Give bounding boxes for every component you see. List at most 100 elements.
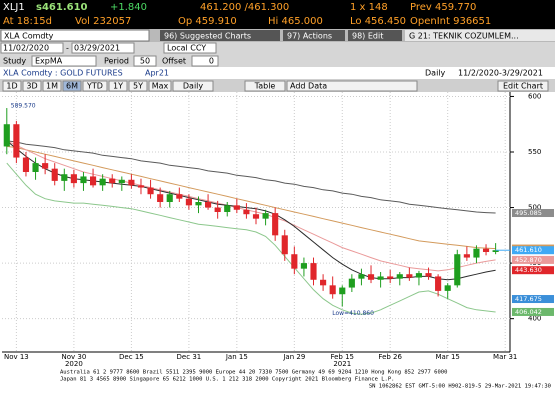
candle-body — [224, 205, 231, 212]
range-button[interactable] — [42, 80, 62, 92]
range-button[interactable] — [286, 80, 418, 92]
candle-body — [444, 285, 451, 291]
candle-body — [137, 185, 145, 188]
y-tick-label: 600 — [528, 92, 541, 100]
bid-ask: 461.200 /461.300 — [200, 2, 289, 13]
price-label: 452.870 — [515, 256, 542, 264]
candle-body — [89, 176, 97, 186]
x-tick-label: Feb 26 — [378, 353, 402, 361]
range-button[interactable] — [172, 80, 214, 92]
range-button[interactable] — [2, 80, 22, 92]
candle-body — [243, 209, 250, 215]
price-label: 461.610 — [515, 246, 542, 254]
candle-body — [42, 163, 49, 169]
candle-body — [32, 163, 39, 172]
high-annotation: 589.570 — [11, 103, 36, 110]
candle-body — [205, 202, 212, 208]
study-label: Study — [3, 57, 26, 66]
button-label: 5Y — [133, 82, 143, 91]
contract: Apr21 — [145, 69, 169, 78]
candle-body — [13, 124, 20, 158]
button-label: Edit Chart — [503, 82, 543, 91]
button-label: 1D — [6, 82, 17, 91]
open: Op 459.910 — [178, 16, 237, 27]
candle-body — [195, 202, 202, 206]
candle-body — [281, 235, 288, 255]
start-date: 11/02/2020 — [3, 44, 49, 53]
x-tick-label: Mar 15 — [436, 353, 460, 361]
currency-select[interactable] — [163, 42, 217, 54]
period-label: Period — [104, 57, 129, 66]
offset: 0 — [209, 57, 214, 66]
range-button[interactable] — [108, 80, 128, 92]
actions: 97) Actions — [287, 32, 332, 41]
button-label: Table — [254, 82, 276, 91]
price-label: 495.085 — [515, 209, 542, 217]
candle-body — [406, 274, 413, 278]
button-label: 1Y — [113, 82, 123, 91]
candle-body — [415, 273, 423, 278]
button-label: Max — [152, 82, 169, 91]
price-label: 406.042 — [515, 308, 542, 316]
range-button[interactable] — [128, 80, 148, 92]
edit-button[interactable] — [348, 30, 402, 41]
window-tab[interactable] — [405, 30, 555, 41]
offset-input[interactable] — [191, 55, 219, 67]
candle-body — [358, 274, 365, 279]
time: At 18:15d — [3, 16, 52, 27]
year-label: 2020 — [65, 360, 83, 368]
button-label: YTD — [86, 82, 103, 91]
candle-body — [128, 179, 135, 186]
study-input[interactable] — [31, 55, 97, 67]
candle-body — [272, 213, 279, 236]
suggested: 96) Suggested Charts — [164, 32, 251, 41]
range-button[interactable] — [244, 80, 286, 92]
actions-button[interactable] — [283, 30, 345, 41]
range-button[interactable] — [497, 80, 549, 92]
ticker: XLJ1 — [3, 2, 25, 13]
range-button[interactable] — [62, 80, 82, 92]
y-tick-label: 550 — [528, 148, 541, 156]
end-input[interactable] — [71, 42, 135, 54]
low-annotation: Low=410.860 — [332, 310, 374, 317]
price-label-box — [512, 295, 554, 304]
moving-average — [6, 140, 496, 272]
candle-body — [3, 124, 10, 147]
chart-header — [0, 67, 555, 79]
range-button[interactable] — [22, 80, 42, 92]
candle-body — [61, 174, 68, 181]
suggested-button[interactable] — [160, 30, 280, 41]
chart-security: XLA Comdty : GOLD FUTURES — [3, 69, 123, 78]
price-label-box — [512, 255, 554, 264]
candle-body — [339, 287, 346, 295]
x-tick-label: Jan 29 — [282, 353, 305, 361]
period-input[interactable] — [133, 55, 157, 67]
candle-body — [252, 214, 260, 219]
candle-body — [70, 174, 77, 184]
security-input[interactable] — [0, 29, 150, 42]
button-label: Add Data — [290, 82, 327, 91]
x-tick-label: Nov 13 — [4, 353, 29, 361]
button-label: 1M — [46, 82, 58, 91]
y-tick-label: 500 — [528, 204, 541, 212]
date-range: 11/2/2020-3/29/2021 — [458, 69, 543, 78]
window-title: G 21: TEKNIK COZUMLEM... — [409, 32, 519, 41]
range-button[interactable] — [82, 80, 108, 92]
range-button[interactable] — [148, 80, 172, 92]
start-input[interactable] — [0, 42, 64, 54]
price-label-box — [512, 266, 554, 275]
candle-body — [291, 254, 298, 269]
x-tick-label: Jan 15 — [225, 353, 248, 361]
year-label: 2021 — [333, 360, 351, 368]
candle-body — [109, 178, 116, 184]
candle-body — [80, 176, 87, 184]
candle-body — [454, 254, 461, 286]
x-tick-label: Dec 15 — [119, 353, 144, 361]
dash: - — [66, 44, 69, 53]
moving-average — [6, 140, 496, 281]
candle-body — [176, 194, 183, 199]
footer-line: Japan 81 3 4565 8900 Singapore 65 6212 1… — [60, 377, 394, 383]
high: Hi 465.000 — [268, 16, 323, 27]
candle-body — [320, 279, 327, 286]
